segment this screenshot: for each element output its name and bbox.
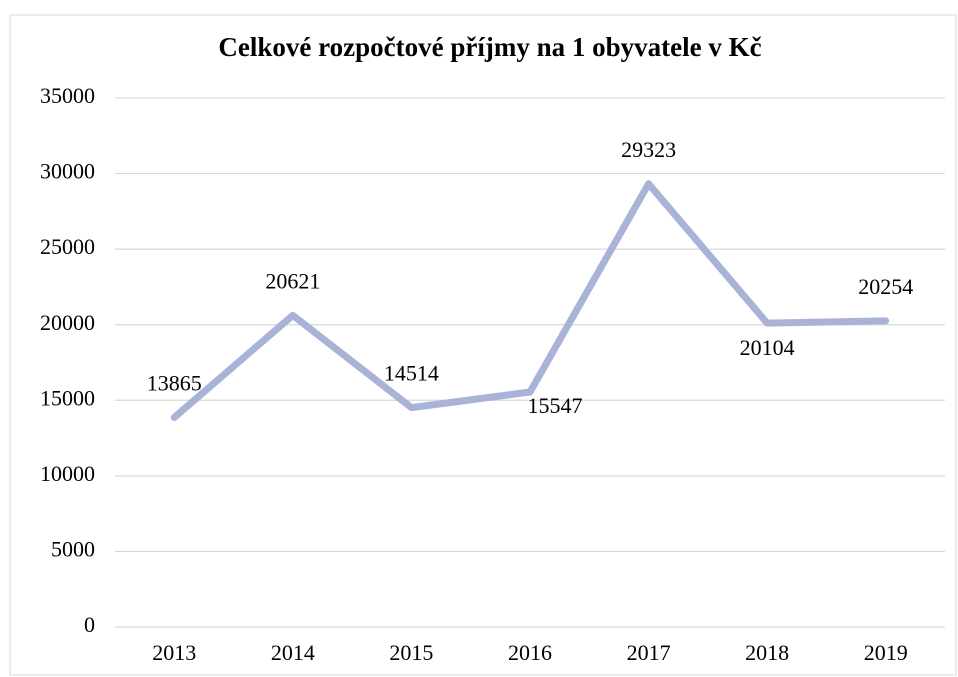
data-label: 20254 [858, 274, 913, 299]
x-tick-label: 2014 [271, 640, 315, 665]
y-tick-label: 0 [84, 612, 95, 637]
chart-frame [9, 14, 957, 676]
line [170, 180, 890, 421]
x-tick-label: 2013 [152, 640, 196, 665]
x-tick-label: 2018 [745, 640, 789, 665]
data-label: 20621 [265, 268, 320, 293]
chart-title: Celkové rozpočtové příjmy na 1 obyvatele… [218, 32, 761, 62]
data-label: 29323 [621, 137, 676, 162]
data-label: 13865 [147, 370, 202, 395]
x-tick-label: 2019 [864, 640, 908, 665]
data-label: 14514 [384, 361, 439, 386]
y-tick-label: 30000 [40, 159, 95, 184]
x-tick-label: 2017 [627, 640, 671, 665]
x-tick-label: 2015 [389, 640, 433, 665]
x-tick-label: 2016 [508, 640, 552, 665]
data-label: 20104 [740, 335, 795, 360]
y-tick-label: 35000 [40, 83, 95, 108]
y-tick-label: 15000 [40, 385, 95, 410]
y-tick-label: 5000 [51, 536, 95, 561]
data-label: 15547 [528, 393, 583, 418]
y-tick-label: 20000 [40, 310, 95, 335]
y-tick-label: 10000 [40, 461, 95, 486]
y-tick-label: 25000 [40, 234, 95, 259]
